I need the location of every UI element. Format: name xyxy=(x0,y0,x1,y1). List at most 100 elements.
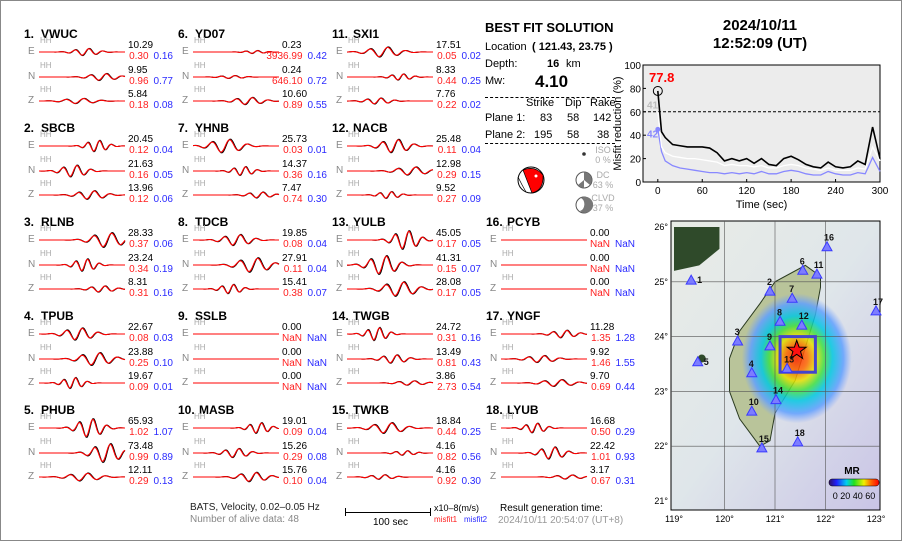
component-label: E xyxy=(490,422,497,433)
component-label: E xyxy=(28,140,35,151)
trace-amplitude: 19.85 xyxy=(282,228,308,239)
component-label: Z xyxy=(490,283,497,294)
event-date: 2024/10/11 xyxy=(722,17,798,34)
trace-amplitude: 0.00 xyxy=(590,252,610,264)
misfit-values: 0.03 0.01 xyxy=(218,145,327,156)
misfit1-value: 2.73 xyxy=(437,382,457,393)
dc-icon xyxy=(575,171,593,189)
plane2-strike: 195 xyxy=(534,129,553,141)
synthetic-waveform xyxy=(193,472,279,482)
misfit-values: 0.74 0.30 xyxy=(218,194,327,205)
channel-label: HH xyxy=(502,436,514,446)
divider xyxy=(485,143,615,144)
station-triangle-icon xyxy=(731,334,744,346)
station-name: LYUB xyxy=(507,403,539,417)
waveform-trace xyxy=(193,233,279,247)
channel-label: HH xyxy=(40,224,52,233)
misfit2-value: 0.04 xyxy=(307,476,327,487)
misfit-values: 0.69 0.44 xyxy=(526,382,635,393)
trace-amplitude: 0.23 xyxy=(282,40,302,51)
channel-label: HH xyxy=(194,461,206,470)
unit-label: x10–8(m/s) xyxy=(434,503,480,513)
synthetic-waveform xyxy=(39,98,125,104)
channel-label: HH xyxy=(40,154,52,164)
misfit-values: 0.08 0.03 xyxy=(64,333,173,344)
x-tick-label: 180 xyxy=(783,186,800,197)
trace-amplitude: 21.63 xyxy=(128,158,154,170)
station-number: 4. xyxy=(24,309,35,323)
gen-label: Result generation time: xyxy=(500,503,603,514)
waveform-trace xyxy=(193,138,279,154)
channel-label: HH xyxy=(502,318,514,327)
station-triangle-icon xyxy=(774,315,786,326)
plane2-rake: 38 xyxy=(597,129,610,141)
trace-amplitude: 3.86 xyxy=(436,371,456,382)
synthetic-waveform xyxy=(193,422,279,434)
epicenter-star-icon xyxy=(785,338,808,360)
synthetic-waveform xyxy=(193,97,280,105)
channel-label: HH xyxy=(348,461,360,470)
misfit1-value: 0.37 xyxy=(129,239,149,250)
misfit2-value: 0.31 xyxy=(615,476,635,487)
misfit2-value: 0.05 xyxy=(153,169,173,181)
component-label: E xyxy=(490,234,497,245)
waveform-trace xyxy=(39,97,125,105)
waveform-trace xyxy=(39,139,126,153)
misfit2-value: 0.01 xyxy=(307,145,327,156)
waveform-trace xyxy=(501,474,588,480)
misfit2-value: 1.07 xyxy=(153,427,173,438)
station-triangle-icon xyxy=(786,292,799,303)
station-number: 13. xyxy=(332,215,349,229)
waveform-trace xyxy=(193,191,280,199)
station-triangle-icon xyxy=(870,304,882,316)
misfit2-value: 0.04 xyxy=(307,239,327,250)
station-name: PHUB xyxy=(41,403,76,417)
synthetic-waveform xyxy=(347,380,434,386)
station-id-label: 18 xyxy=(795,428,805,438)
synthetic-waveform xyxy=(347,354,433,363)
channel-label: HH xyxy=(40,436,52,446)
lat-tick-label: 22° xyxy=(654,441,668,451)
misfit2-value: NaN xyxy=(614,263,635,275)
misfit-values: 0.34 0.19 xyxy=(64,264,173,275)
misfit1-value: 0.82 xyxy=(437,451,457,463)
lon-tick-label: 123° xyxy=(867,514,886,524)
misfit-values: 0.99 0.89 xyxy=(64,452,173,463)
iso-icon xyxy=(582,152,586,156)
synthetic-waveform xyxy=(347,327,433,341)
y-tick-label: 40 xyxy=(630,131,642,142)
misfit-values: 0.09 0.01 xyxy=(64,382,173,393)
station-triangle-icon xyxy=(796,264,809,275)
channel-label: HH xyxy=(40,85,52,94)
trace-amplitude: 19.01 xyxy=(282,416,308,427)
station-number: 12. xyxy=(332,121,349,135)
trace-amplitude: 3.17 xyxy=(590,465,610,476)
synthetic-waveform xyxy=(39,232,126,248)
station-number: 9. xyxy=(178,309,189,323)
plane1-label: Plane 1: xyxy=(485,112,526,124)
misfit2-value: NaN xyxy=(614,288,635,299)
misfit2-value: 0.25 xyxy=(461,427,481,438)
channel-label: HH xyxy=(194,367,206,376)
plane2-dip: 58 xyxy=(567,129,580,141)
misfit2-value: 0.25 xyxy=(461,75,481,87)
misfit2-value: 0.55 xyxy=(307,100,327,111)
misfit-values: 3936.99 0.42 xyxy=(218,51,327,62)
component-label: E xyxy=(28,234,35,245)
waveform-trace xyxy=(501,239,587,241)
synthetic-waveform xyxy=(501,354,587,363)
misfit2-value: 0.29 xyxy=(615,427,635,438)
station-triangle-icon xyxy=(685,274,698,285)
misfit1-value: 0.29 xyxy=(283,451,303,463)
channel-label: HH xyxy=(194,273,206,282)
channel-label: HH xyxy=(194,318,206,327)
channel-label: HH xyxy=(348,342,360,352)
misfit1-value: 0.30 xyxy=(129,51,149,62)
component-label: N xyxy=(28,446,36,458)
clvd-icon xyxy=(575,196,594,214)
synthetic-waveform xyxy=(193,165,279,175)
y-tick-label: 100 xyxy=(624,61,641,72)
component-label: N xyxy=(336,164,344,176)
header-strike: Strike xyxy=(526,97,555,109)
station-number: 18. xyxy=(486,403,503,417)
